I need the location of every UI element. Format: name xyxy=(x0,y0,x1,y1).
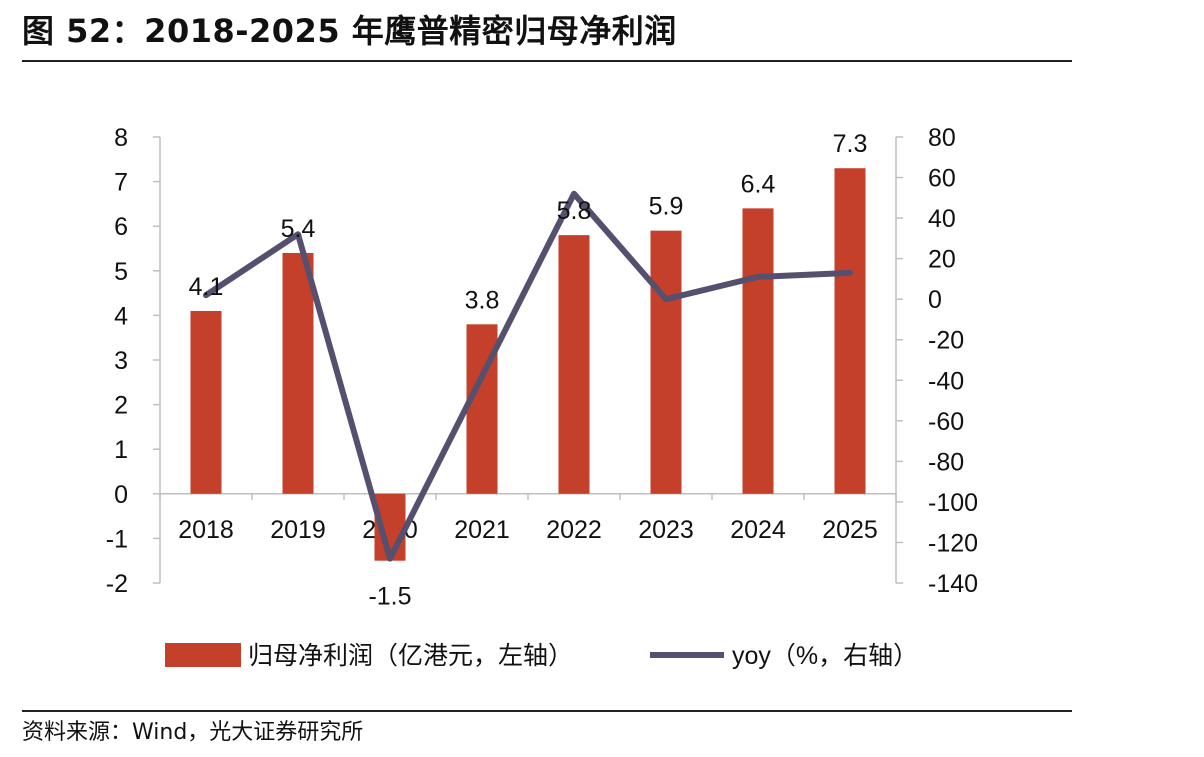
data-labels: 4.1 5.4 -1.5 3.8 5.8 5.9 6.4 7.3 xyxy=(189,130,868,610)
right-axis-tick-label: -60 xyxy=(928,408,964,436)
category-label: 2019 xyxy=(270,516,326,544)
chart-title: 图 52：2018-2025 年鹰普精密归母净利润 xyxy=(22,12,677,50)
bar xyxy=(834,168,866,494)
right-axis-tick-label: -100 xyxy=(928,489,978,517)
bar-value-label: -1.5 xyxy=(368,583,411,611)
right-axis-tick-label: 20 xyxy=(928,246,956,274)
right-axis-tick-label: -20 xyxy=(928,327,964,355)
right-axis-tick-label: -120 xyxy=(928,529,978,557)
category-label: 2023 xyxy=(638,516,694,544)
bottom-rule xyxy=(22,710,1072,712)
bar-value-label: 6.4 xyxy=(741,170,776,198)
left-axis-tick-label: 8 xyxy=(114,124,128,152)
left-axis-tick-label: 4 xyxy=(114,302,128,330)
legend: 归母净利润（亿港元，左轴） yoy（%，右轴） xyxy=(165,642,918,670)
right-axis-tick-label: -40 xyxy=(928,367,964,395)
right-axis-tick-label: 0 xyxy=(928,286,942,314)
right-axis-tick-label: -140 xyxy=(928,570,978,598)
left-axis-tick-label: 7 xyxy=(114,169,128,197)
top-rule xyxy=(22,60,1072,62)
left-axis-tick-label: -1 xyxy=(106,525,128,553)
legend-line-label: yoy（%，右轴） xyxy=(732,642,918,670)
left-axis-tick-label: 1 xyxy=(114,436,128,464)
bar xyxy=(742,208,774,494)
bar xyxy=(190,310,222,494)
bar-value-label: 5.9 xyxy=(649,193,684,221)
category-label: 2022 xyxy=(546,516,602,544)
bar-value-label: 5.8 xyxy=(557,197,592,225)
left-axis-tick-label: -2 xyxy=(106,570,128,598)
bar-value-label: 7.3 xyxy=(833,130,868,158)
right-axis-tick-label: -80 xyxy=(928,448,964,476)
category-label: 2021 xyxy=(454,516,510,544)
source-note: 资料来源：Wind，光大证券研究所 xyxy=(22,720,364,745)
left-axis-tick-label: 0 xyxy=(114,481,128,509)
right-axis-tick-label: 80 xyxy=(928,124,956,152)
line-series xyxy=(203,190,853,562)
bar-value-label: 3.8 xyxy=(465,286,500,314)
category-label: 2025 xyxy=(822,516,878,544)
bar xyxy=(650,230,682,494)
bar xyxy=(558,235,590,494)
chart-area: 8 7 6 5 4 3 2 1 0 -1 -2 80 60 40 20 0 -20 -40 -60 -80 -100 -1… xyxy=(106,124,978,670)
right-axis-tick-label: 60 xyxy=(928,165,956,193)
bar xyxy=(282,252,314,494)
left-axis-tick-label: 5 xyxy=(114,258,128,286)
category-label: 2024 xyxy=(730,516,786,544)
bar-value-label: 5.4 xyxy=(281,215,316,243)
legend-bar-swatch xyxy=(165,643,241,667)
left-axis-tick-label: 6 xyxy=(114,213,128,241)
left-axis-tick-label: 3 xyxy=(114,347,128,375)
axes: 8 7 6 5 4 3 2 1 0 -1 -2 80 60 40 20 0 -20 -40 -60 -80 -100 -1… xyxy=(106,124,978,598)
right-axis-tick-label: 40 xyxy=(928,205,956,233)
bar-value-label: 4.1 xyxy=(189,273,224,301)
left-axis-tick-label: 2 xyxy=(114,392,128,420)
category-label: 2018 xyxy=(178,516,234,544)
legend-bar-label: 归母净利润（亿港元，左轴） xyxy=(248,642,573,670)
